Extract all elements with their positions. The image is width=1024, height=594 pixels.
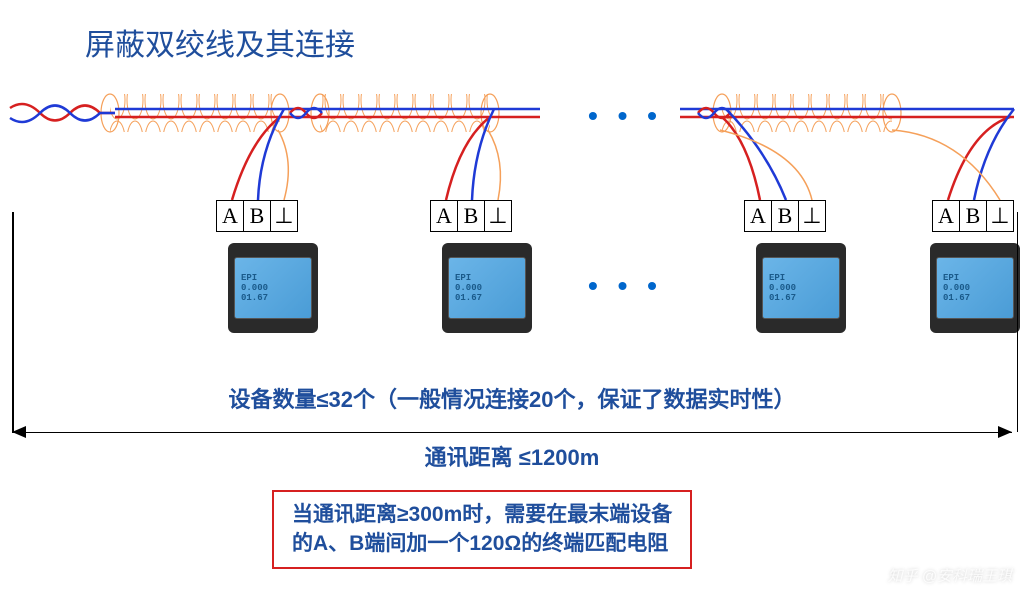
ellipsis-devices: • • • (588, 270, 663, 302)
terminal-box-1: A B ⊥ (216, 200, 298, 232)
info-line-2: 通讯距离 ≤1200m (0, 440, 1024, 472)
watermark: 知乎 @安科瑞王琪 (888, 565, 1012, 586)
dim-arrow-right (998, 426, 1012, 438)
meter-device-1: EPI 0.000 01.67 (228, 243, 318, 333)
terminal-gnd: ⊥ (271, 201, 297, 231)
dim-arrow-left (12, 426, 26, 438)
device-screen: EPI 0.000 01.67 (234, 257, 312, 319)
meter-device-4: EPI 0.000 01.67 (930, 243, 1020, 333)
termination-note: 当通讯距离≥300m时，需要在最末端设备 的A、B端间加一个120Ω的终端匹配电… (272, 490, 692, 569)
note-line-1: 当通讯距离≥300m时，需要在最末端设备 (292, 500, 672, 529)
terminal-b: B (244, 201, 271, 231)
terminal-box-2: A B ⊥ (430, 200, 512, 232)
note-line-2: 的A、B端间加一个120Ω的终端匹配电阻 (292, 529, 672, 558)
info-line-1: 设备数量≤32个（一般情况连接20个，保证了数据实时性） (0, 382, 1024, 414)
terminal-a: A (217, 201, 244, 231)
terminal-box-3: A B ⊥ (744, 200, 826, 232)
dimension-bar (12, 432, 1012, 433)
terminal-box-4: A B ⊥ (932, 200, 1014, 232)
meter-device-3: EPI 0.000 01.67 (756, 243, 846, 333)
diagram-title: 屏蔽双绞线及其连接 (85, 20, 355, 64)
ellipsis-cable: • • • (588, 100, 663, 132)
meter-device-2: EPI 0.000 01.67 (442, 243, 532, 333)
